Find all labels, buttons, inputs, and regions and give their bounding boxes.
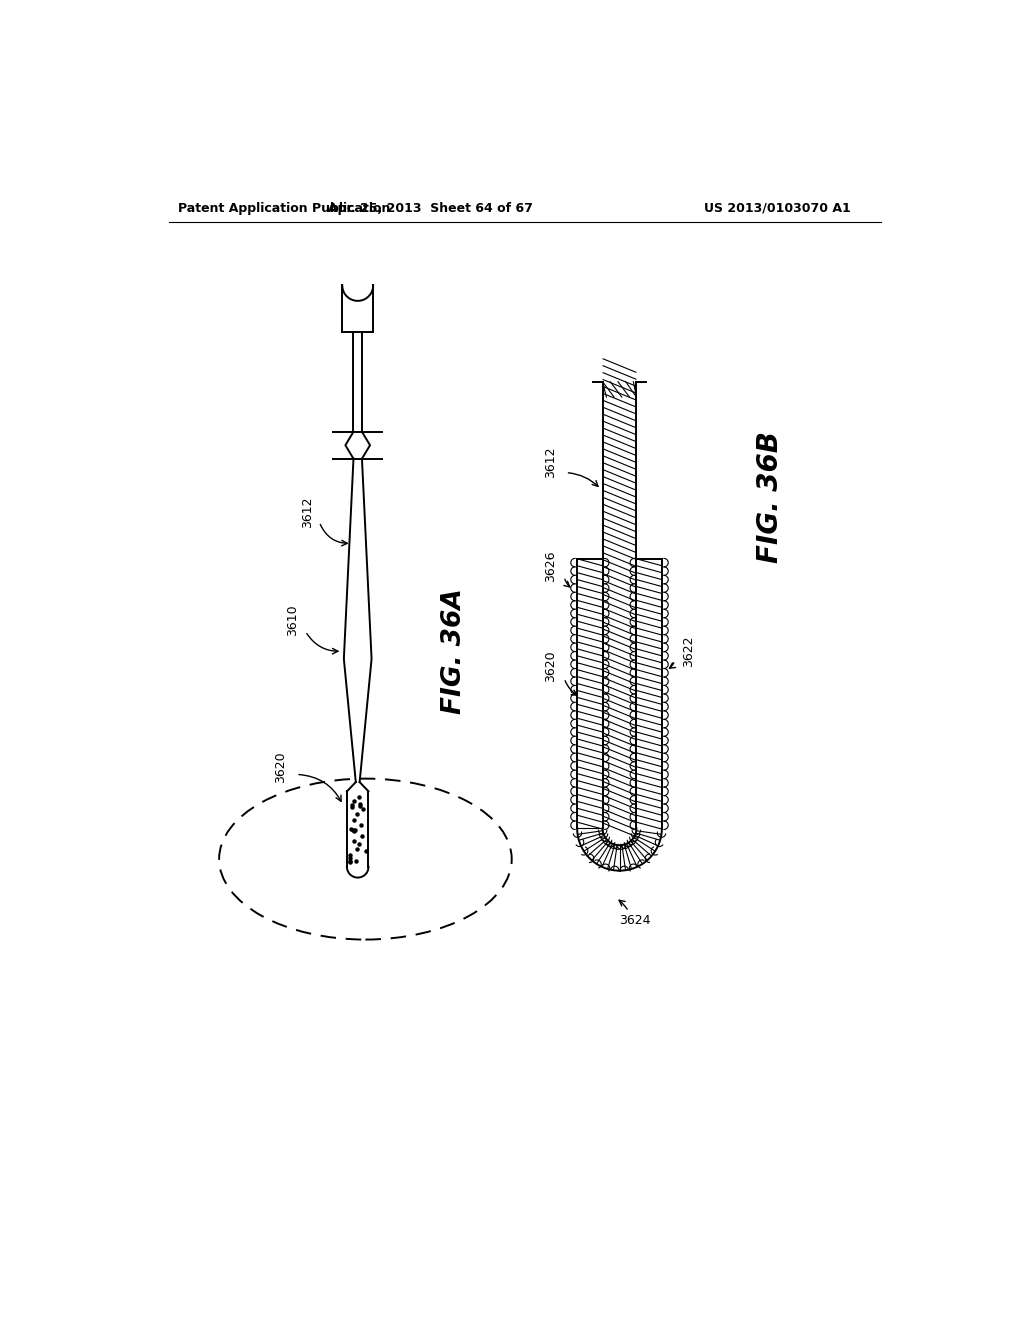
Text: 3626: 3626: [544, 550, 557, 582]
Text: 3612: 3612: [544, 446, 557, 478]
Text: Apr. 25, 2013  Sheet 64 of 67: Apr. 25, 2013 Sheet 64 of 67: [329, 202, 534, 215]
Text: 3624: 3624: [620, 915, 650, 927]
Text: FIG. 36A: FIG. 36A: [441, 589, 467, 714]
Text: 3622: 3622: [682, 635, 695, 667]
Text: Patent Application Publication: Patent Application Publication: [178, 202, 391, 215]
Text: 3620: 3620: [274, 751, 287, 783]
Text: 3612: 3612: [301, 496, 314, 528]
Text: US 2013/0103070 A1: US 2013/0103070 A1: [705, 202, 851, 215]
Text: 3620: 3620: [544, 651, 557, 682]
Text: 3610: 3610: [286, 605, 299, 636]
Text: FIG. 36B: FIG. 36B: [756, 432, 783, 564]
